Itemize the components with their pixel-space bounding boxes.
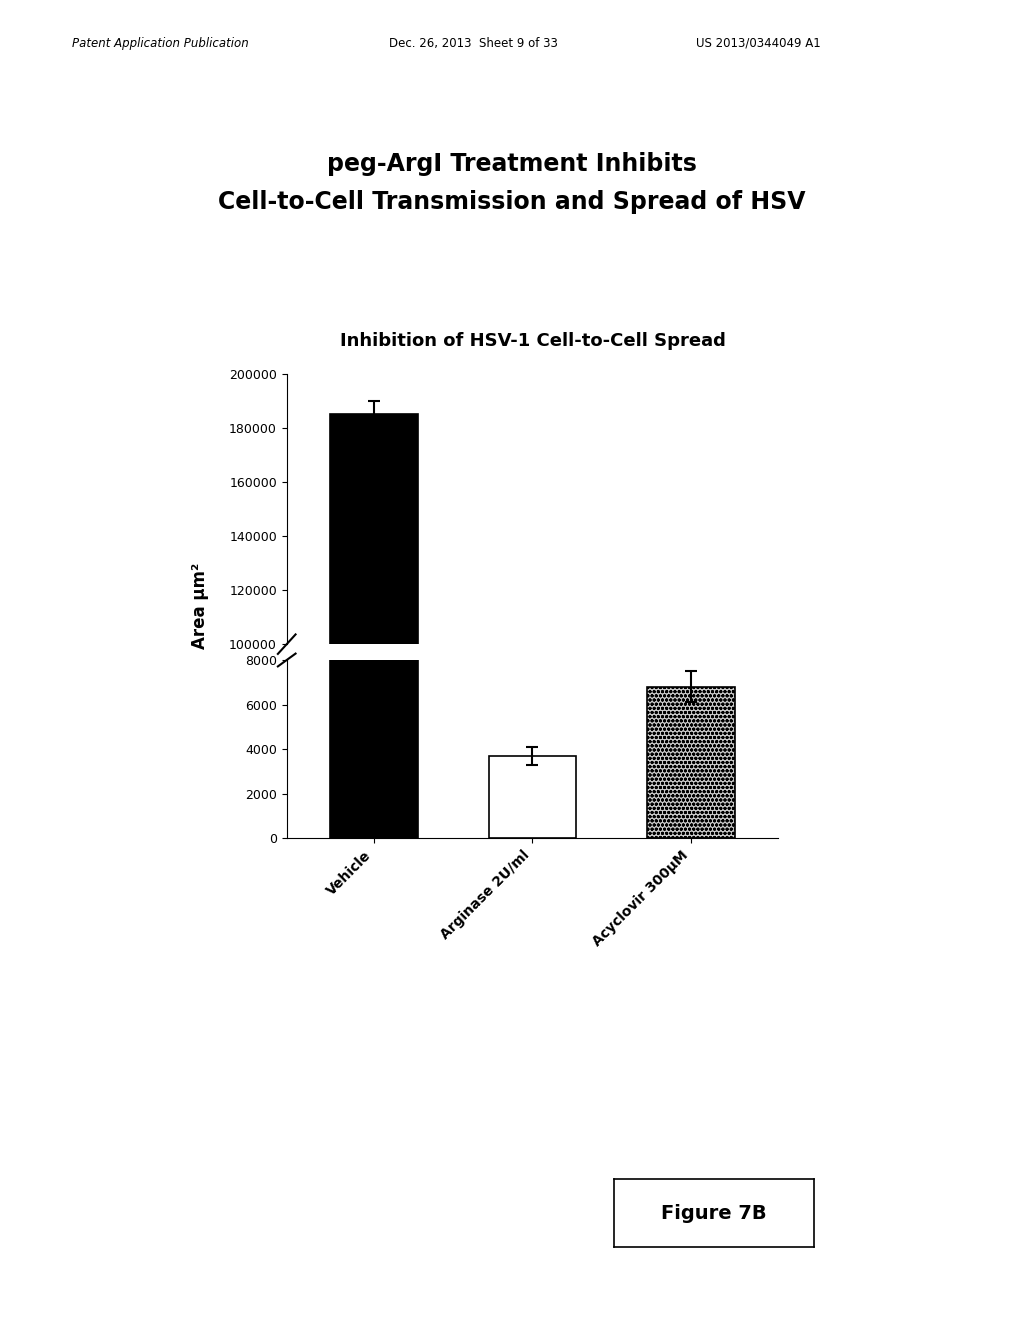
Text: peg-ArgI Treatment Inhibits: peg-ArgI Treatment Inhibits: [327, 152, 697, 176]
Text: Inhibition of HSV-1 Cell-to-Cell Spread: Inhibition of HSV-1 Cell-to-Cell Spread: [340, 331, 725, 350]
Bar: [647, 896, 734, 915]
Bar: [331, 0, 418, 838]
Text: Figure 7B: Figure 7B: [662, 1204, 767, 1222]
Text: Dec. 26, 2013  Sheet 9 of 33: Dec. 26, 2013 Sheet 9 of 33: [389, 37, 558, 50]
Text: US 2013/0344049 A1: US 2013/0344049 A1: [696, 37, 821, 50]
Text: Cell-to-Cell Transmission and Spread of HSV: Cell-to-Cell Transmission and Spread of …: [218, 190, 806, 214]
Bar: [488, 756, 577, 838]
Bar: [488, 904, 577, 915]
Bar: [647, 686, 734, 838]
Text: Patent Application Publication: Patent Application Publication: [72, 37, 249, 50]
Text: Area μm²: Area μm²: [190, 562, 209, 649]
Bar: [331, 414, 418, 915]
